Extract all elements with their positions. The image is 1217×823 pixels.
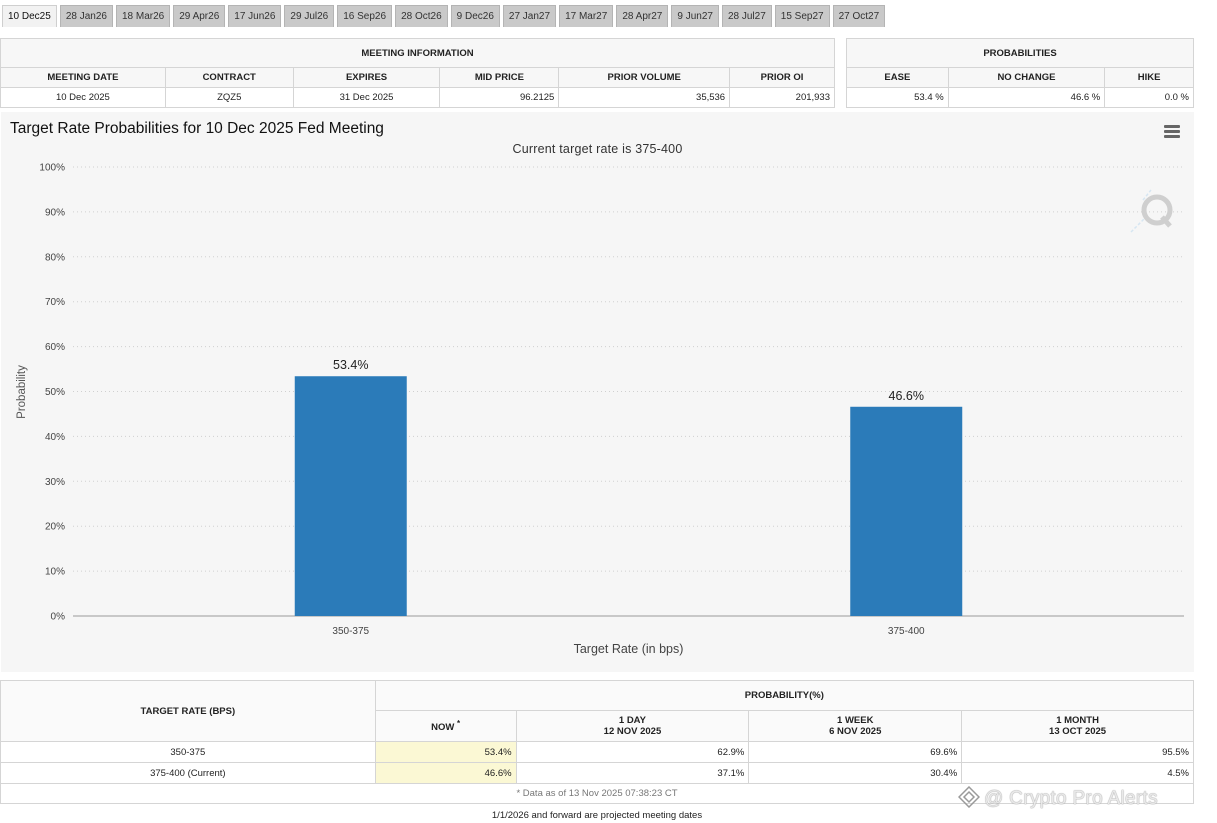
header-1-month: 1 MONTH 13 OCT 2025 (961, 710, 1194, 742)
meeting-date-tabs: 10 Dec25 28 Jan26 18 Mar26 29 Apr26 17 J… (2, 5, 888, 27)
header-no-change: NO CHANGE (947, 67, 1106, 88)
header-1-month-label: 1 MONTH (1056, 715, 1099, 726)
value-meeting-date: 10 Dec 2025 (0, 87, 166, 108)
y-tick-label: 20% (45, 522, 65, 533)
projected-dates-note: 1/1/2026 and forward are projected meeti… (491, 810, 703, 821)
tab-10-dec25[interactable]: 10 Dec25 (2, 5, 57, 27)
header-1-day-date: 12 NOV 2025 (603, 726, 662, 737)
x-tick-label: 375-400 (888, 626, 925, 637)
header-1-day-label: 1 DAY (618, 715, 646, 726)
chart-title: Target Rate Probabilities for 10 Dec 202… (10, 120, 384, 137)
value-expires: 31 Dec 2025 (292, 87, 441, 108)
tab-28-apr27[interactable]: 28 Apr27 (616, 5, 669, 27)
data-timestamp-note: * Data as of 13 Nov 2025 07:38:23 CT (0, 783, 1194, 804)
bar (294, 376, 407, 616)
tab-9-jun27[interactable]: 9 Jun27 (671, 5, 719, 27)
tab-27-jan27[interactable]: 27 Jan27 (502, 5, 557, 27)
row-rate: 375-400 (Current) (0, 762, 376, 784)
row-now: 53.4% (374, 741, 517, 763)
header-now-label: NOW (431, 722, 455, 734)
header-now: NOW * (374, 710, 517, 742)
row-1-day: 62.9% (515, 741, 750, 763)
value-mid-price: 96.2125 (439, 87, 560, 108)
value-contract: ZQZ5 (164, 87, 294, 108)
chart-menu-icon[interactable] (1164, 125, 1180, 138)
header-1-month-date: 13 OCT 2025 (1049, 726, 1107, 737)
value-prior-volume: 35,536 (558, 87, 731, 108)
value-prior-oi: 201,933 (729, 87, 835, 108)
header-now-asterisk: * (457, 718, 461, 728)
y-tick-label: 0% (51, 612, 66, 623)
tab-28-jan26[interactable]: 28 Jan26 (59, 5, 113, 27)
header-ease: EASE (846, 67, 949, 88)
probabilities-table: PROBABILITIES EASE NO CHANGE HIKE 53.4 %… (846, 38, 1194, 108)
header-1-week-date: 6 NOV 2025 (829, 726, 882, 737)
header-1-day: 1 DAY 12 NOV 2025 (515, 710, 750, 742)
tab-29-jul26[interactable]: 29 Jul26 (284, 5, 335, 27)
y-tick-label: 30% (45, 477, 65, 488)
value-hike: 0.0 % (1104, 87, 1194, 108)
row-1-week: 30.4% (748, 762, 963, 784)
tab-18-mar26[interactable]: 18 Mar26 (115, 5, 171, 27)
header-mid-price: MID PRICE (439, 67, 560, 88)
y-tick-label: 10% (45, 567, 65, 578)
header-contract: CONTRACT (164, 67, 294, 88)
data-label: 53.4% (333, 358, 368, 372)
row-1-week: 69.6% (748, 741, 963, 763)
tab-29-apr26[interactable]: 29 Apr26 (173, 5, 226, 27)
credit-text: @ Crypto Pro Alerts (984, 788, 1158, 809)
value-ease: 53.4 % (846, 87, 949, 108)
y-axis-title: Probability (16, 365, 28, 419)
chart-subtitle: Current target rate is 375-400 (512, 142, 683, 156)
header-meeting-date: MEETING DATE (0, 67, 166, 88)
meeting-information-table: MEETING INFORMATION MEETING DATE CONTRAC… (0, 38, 835, 108)
y-tick-label: 100% (39, 163, 65, 174)
table-row: 350-375 53.4% 62.9% 69.6% 95.5% (0, 741, 1194, 763)
tab-27-oct27[interactable]: 27 Oct27 (832, 5, 886, 27)
header-prior-oi: PRIOR OI (729, 67, 835, 88)
tab-17-mar27[interactable]: 17 Mar27 (559, 5, 614, 27)
header-hike: HIKE (1104, 67, 1194, 88)
y-tick-label: 90% (45, 207, 65, 218)
x-axis-title: Target Rate (in bps) (574, 642, 684, 656)
header-1-week: 1 WEEK 6 NOV 2025 (748, 710, 963, 742)
bar (850, 406, 963, 616)
meeting-information-title: MEETING INFORMATION (0, 38, 835, 68)
y-tick-label: 50% (45, 387, 65, 398)
row-1-day: 37.1% (515, 762, 750, 784)
header-prior-volume: PRIOR VOLUME (558, 67, 731, 88)
header-1-week-label: 1 WEEK (837, 715, 874, 726)
value-no-change: 46.6 % (947, 87, 1106, 108)
q-logo-icon (1130, 189, 1173, 233)
tab-28-oct26[interactable]: 28 Oct26 (395, 5, 448, 27)
x-tick-label: 350-375 (332, 626, 369, 637)
row-rate: 350-375 (0, 741, 376, 763)
row-1-month: 4.5% (961, 762, 1194, 784)
tab-15-sep27[interactable]: 15 Sep27 (774, 5, 830, 27)
chart-panel: 0% 10% 20% 30% 40% 50% 60% 70% 80% 90% 100% 53.4% 35… (1, 112, 1194, 672)
tab-16-sep26[interactable]: 16 Sep26 (337, 5, 393, 27)
probability-bar-chart: 0% 10% 20% 30% 40% 50% 60% 70% 80% 90% 100% 53.4% 35… (16, 163, 1184, 656)
data-label: 46.6% (889, 389, 924, 403)
tab-28-jul27[interactable]: 28 Jul27 (721, 5, 772, 27)
header-target-rate: TARGET RATE (BPS) (0, 680, 376, 742)
row-1-month: 95.5% (961, 741, 1194, 763)
y-tick-label: 60% (45, 342, 65, 353)
diamond-logo-icon (958, 786, 980, 808)
y-tick-label: 80% (45, 252, 65, 263)
header-probability: PROBABILITY(%) (374, 680, 1195, 711)
tab-9-dec26[interactable]: 9 Dec26 (450, 5, 500, 27)
probabilities-title: PROBABILITIES (846, 38, 1194, 68)
row-now: 46.6% (374, 762, 517, 784)
table-row: 375-400 (Current) 46.6% 37.1% 30.4% 4.5% (0, 762, 1194, 784)
credit-watermark: @ Crypto Pro Alerts (958, 786, 1158, 810)
tab-17-jun26[interactable]: 17 Jun26 (228, 5, 282, 27)
probability-history-table: TARGET RATE (BPS) PROBABILITY(%) NOW * 1… (0, 680, 1195, 804)
header-expires: EXPIRES (292, 67, 441, 88)
y-tick-label: 40% (45, 432, 65, 443)
y-tick-label: 70% (45, 297, 65, 308)
